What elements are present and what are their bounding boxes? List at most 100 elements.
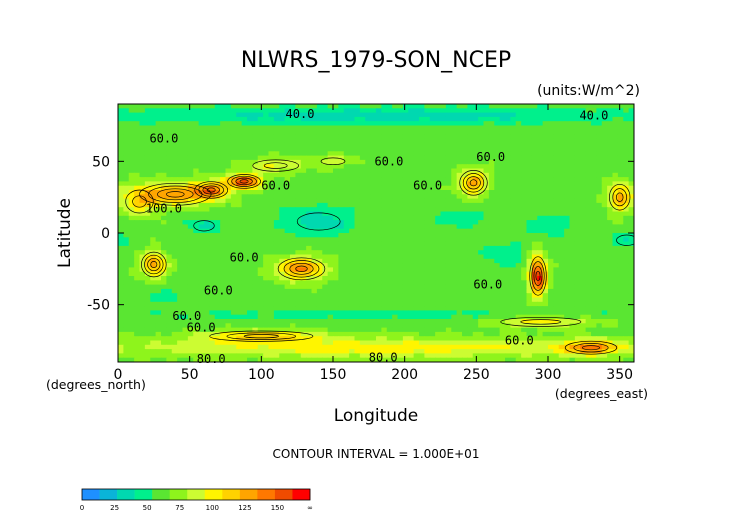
heatmap-cell [225,164,232,170]
heatmap-cell [381,164,388,170]
heatmap-cell [177,190,184,195]
heatmap-cell [553,233,560,238]
heatmap-cell [462,284,468,290]
heatmap-cell [290,185,296,191]
heatmap-cell [617,121,624,127]
heatmap-cell [537,323,544,329]
heatmap-cell [204,263,210,268]
heatmap-cell [333,211,339,217]
heatmap-cell [343,267,350,273]
heatmap-cell [472,198,479,204]
heatmap-cell [505,224,511,230]
heatmap-cell [408,151,415,157]
heatmap-cell [290,207,296,213]
heatmap-cell [472,215,479,221]
heatmap-cell [365,104,372,109]
heatmap-cell [343,202,350,208]
heatmap-cell [144,194,151,200]
heatmap-cell [392,142,399,148]
heatmap-cell [333,306,339,311]
heatmap-cell [623,271,630,277]
heatmap-cell [279,151,286,157]
heatmap-cell [311,228,318,234]
heatmap-cell [359,116,366,122]
heatmap-cell [161,108,167,114]
heatmap-cell [316,190,323,195]
heatmap-cell [338,134,345,139]
heatmap-cell [155,319,162,324]
heatmap-cell [273,297,280,303]
heatmap-cell [548,129,554,135]
heatmap-cell [236,220,243,225]
heatmap-cell [300,168,307,174]
heatmap-cell [150,245,157,251]
heatmap-cell [268,202,275,208]
heatmap-cell [338,211,345,217]
heatmap-cell [542,168,549,174]
heatmap-cell [397,207,404,213]
heatmap-cell [601,267,608,273]
heatmap-cell [429,151,436,157]
heatmap-cell [591,112,597,118]
heatmap-cell [182,319,189,324]
heatmap-cell [628,254,634,260]
heatmap-cell [241,138,248,144]
heatmap-cell [118,228,124,234]
heatmap-cell [521,319,528,324]
heatmap-cell [574,125,581,131]
heatmap-cell [349,177,356,182]
heatmap-cell [187,258,194,264]
heatmap-cell [225,271,232,277]
heatmap-cell [623,155,630,161]
heatmap-cell [505,172,511,178]
heatmap-cell [333,241,339,247]
heatmap-cell [569,116,576,122]
heatmap-cell [284,306,291,311]
heatmap-cell [386,271,393,277]
heatmap-cell [488,190,495,195]
heatmap-cell [456,323,463,329]
heatmap-cell [591,280,597,286]
heatmap-cell [392,284,399,290]
heatmap-cell [569,112,576,118]
heatmap-cell [236,211,243,217]
heatmap-cell [596,151,603,157]
heatmap-cell [220,112,227,118]
heatmap-cell [139,215,146,221]
heatmap-cell [564,108,571,114]
heatmap-cell [445,190,452,195]
heatmap-cell [359,202,366,208]
heatmap-cell [295,172,302,178]
heatmap-cell [220,108,227,114]
heatmap-cell [225,245,232,251]
heatmap-cell [617,301,624,307]
heatmap-cell [214,301,221,307]
heatmap-cell [144,319,151,324]
heatmap-cell [284,288,291,294]
heatmap-cell [161,306,167,311]
heatmap-cell [155,104,162,109]
heatmap-cell [316,104,323,109]
heatmap-cell [338,319,345,324]
heatmap-cell [198,134,205,139]
heatmap-cell [300,306,307,311]
heatmap-cell [435,207,442,213]
heatmap-cell [553,293,560,299]
heatmap-cell [316,202,323,208]
heatmap-cell [440,280,447,286]
heatmap-cell [214,181,221,187]
heatmap-cell [596,263,603,268]
heatmap-cell [354,306,361,311]
heatmap-cell [247,263,253,268]
heatmap-cell [316,215,323,221]
heatmap-cell [488,207,495,213]
heatmap-cell [435,151,442,157]
heatmap-cell [139,172,146,178]
heatmap-cell [472,245,479,251]
heatmap-cell [494,319,501,324]
heatmap-cell [429,276,436,281]
heatmap-cell [171,125,178,131]
heatmap-cell [252,129,259,135]
heatmap-cell [139,250,146,256]
